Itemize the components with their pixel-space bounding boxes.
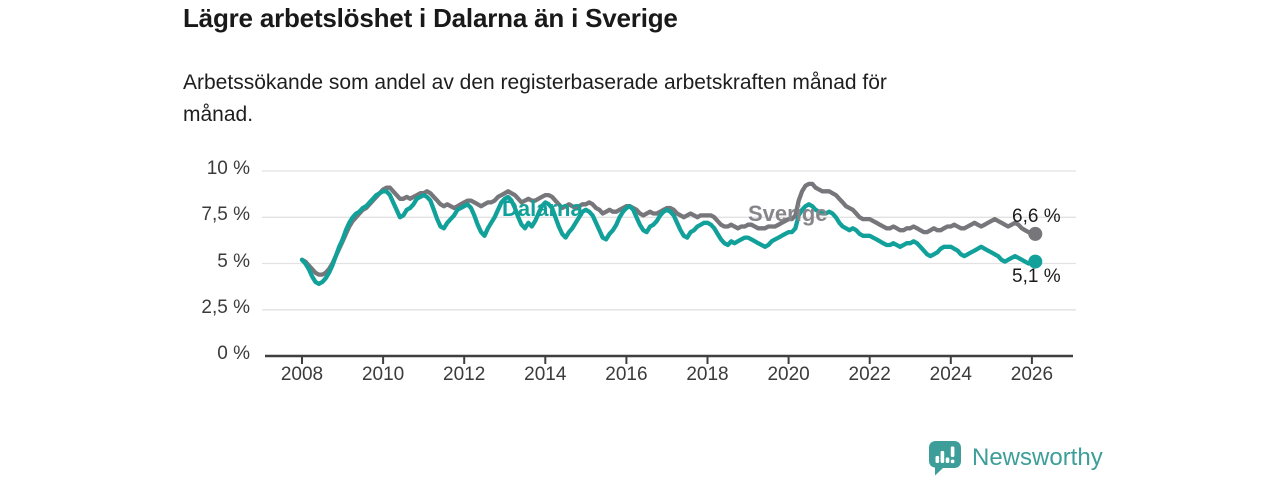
newsworthy-brand-name: Newsworthy: [972, 444, 1103, 471]
chart-subtitle: Arbetssökande som andel av den registerb…: [183, 67, 887, 131]
exclamation-bar: [950, 446, 955, 457]
bar-3: [945, 457, 950, 463]
x-axis-tick-label: 2022: [848, 364, 891, 385]
dalarna-series-label: Dalarna: [502, 196, 583, 221]
x-axis-tick-label: 2020: [767, 364, 810, 385]
y-axis-tick-label: 10 %: [206, 158, 250, 179]
series-end-dot-dalarna: [1028, 254, 1043, 269]
x-axis-tick-label: 2024: [929, 364, 972, 385]
chart-title: Lägre arbetslöshet i Dalarna än i Sverig…: [183, 3, 678, 33]
x-axis-tick-label: 2010: [361, 364, 405, 385]
series-line-dalarna: [299, 189, 1038, 287]
bar-2: [940, 451, 945, 463]
speech-bubble-shape: [929, 441, 961, 476]
x-axis-tick-label: 2012: [443, 364, 486, 385]
y-axis-tick-label: 7,5 %: [201, 204, 250, 226]
y-axis-tick-label: 5 %: [217, 250, 250, 272]
newsworthy-logo: Newsworthy: [928, 440, 1103, 476]
x-axis-tick-label: 2016: [605, 364, 648, 385]
chart-subtitle-line-1: Arbetssökande som andel av den registerb…: [183, 71, 887, 94]
series-end-dot-sverige: [1028, 226, 1043, 241]
exclamation-dot: [950, 459, 955, 464]
dalarna-end-value-label: 5,1 %: [1012, 266, 1061, 287]
sverige-end-value-label: 6,6 %: [1012, 206, 1061, 227]
series-line-sverige: [299, 181, 1038, 277]
y-axis-tick-label: 2,5 %: [201, 296, 250, 318]
chart-subtitle-line-2: månad.: [183, 103, 254, 126]
x-axis-tick-label: 2018: [686, 364, 729, 385]
bar-1: [935, 456, 940, 463]
x-axis-tick-label: 2014: [524, 364, 567, 385]
newsworthy-bar-chart-icon: [929, 441, 961, 476]
x-axis-tick-label: 2008: [280, 364, 324, 385]
y-axis-tick-label: 0 %: [217, 343, 250, 364]
x-axis-tick-label: 2026: [1010, 364, 1054, 385]
sverige-series-label: Sverige: [748, 201, 828, 226]
